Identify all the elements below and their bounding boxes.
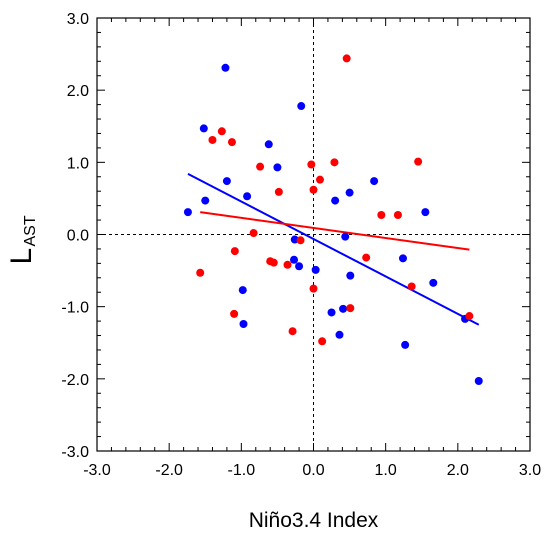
blue-data-point (339, 304, 348, 313)
red-data-point (208, 135, 217, 144)
blue-data-point (335, 330, 344, 339)
blue-data-point (327, 308, 336, 317)
x-tick-label: 2.0 (447, 462, 469, 479)
red-data-point (465, 312, 474, 321)
blue-data-point (429, 278, 438, 287)
red-data-point (342, 54, 351, 63)
y-axis-title: L AST (5, 215, 39, 264)
blue-data-point (346, 271, 355, 280)
blue-data-point (295, 262, 304, 271)
red-data-point (414, 157, 423, 166)
x-tick-label: -3.0 (83, 462, 111, 479)
blue-data-point (311, 265, 320, 274)
red-data-point (217, 127, 226, 136)
x-tick-label: 1.0 (375, 462, 397, 479)
zero-reference-lines (97, 18, 530, 451)
blue-data-point (341, 232, 350, 241)
blue-regression-line (187, 172, 480, 326)
y-tick-label: -3.0 (61, 444, 89, 461)
blue-data-point (474, 376, 483, 385)
red-data-point (256, 162, 265, 171)
red-data-point (407, 282, 416, 291)
red-data-point (227, 138, 236, 147)
data-points (183, 54, 483, 385)
red-data-point (377, 211, 386, 220)
red-data-point (309, 185, 318, 194)
red-data-point (230, 247, 239, 256)
red-data-point (288, 327, 297, 336)
y-tick-label: -1.0 (61, 300, 89, 317)
red-data-point (283, 260, 292, 269)
red-data-point (318, 337, 327, 346)
y-tick-label: 1.0 (67, 155, 89, 172)
blue-data-point (183, 208, 192, 217)
blue-data-point (221, 63, 230, 72)
blue-data-point (239, 319, 248, 328)
blue-data-point (401, 340, 410, 349)
blue-data-point (421, 208, 430, 217)
red-data-point (296, 236, 305, 245)
red-data-point (307, 160, 316, 169)
y-tick-label: 0.0 (67, 228, 89, 245)
red-data-point (249, 229, 258, 238)
red-data-point (346, 304, 355, 313)
x-axis-title: Niño3.4 Index (249, 509, 379, 532)
red-regression-line (200, 211, 470, 251)
x-tick-label: -2.0 (155, 462, 183, 479)
blue-data-point (398, 254, 407, 263)
blue-data-point (238, 286, 247, 295)
x-tick-label: 3.0 (519, 462, 541, 479)
blue-data-point (273, 163, 282, 172)
blue-data-point (297, 102, 306, 111)
y-axis-title-subscript: AST (22, 215, 39, 246)
red-data-point (393, 211, 402, 220)
regression-lines (187, 172, 480, 326)
red-data-point (315, 175, 324, 184)
y-axis-title-main: L (5, 248, 38, 265)
blue-data-point (264, 140, 273, 149)
y-tick-label: 2.0 (67, 83, 89, 100)
red-data-point (362, 253, 371, 262)
red-data-point (274, 187, 283, 196)
red-data-point (196, 268, 205, 277)
blue-data-point (243, 192, 252, 201)
blue-data-point (290, 255, 299, 264)
blue-data-point (370, 177, 379, 186)
red-data-point (269, 258, 278, 267)
blue-data-point (345, 188, 354, 197)
blue-data-point (201, 196, 210, 205)
red-data-point (230, 309, 239, 318)
blue-data-point (331, 196, 340, 205)
axis-ticks (96, 17, 531, 452)
y-tick-label: -2.0 (61, 372, 89, 389)
blue-data-point (199, 124, 208, 133)
blue-data-point (222, 177, 231, 186)
x-tick-label: 0.0 (302, 462, 324, 479)
x-tick-label: -1.0 (228, 462, 256, 479)
axis-tick-labels: -3.0 -2.0 -1.0 0.0 1.0 2.0 3.0 -3.0 -2.0 -1.0 0.0 1… (61, 11, 541, 479)
y-tick-label: 3.0 (67, 11, 89, 28)
red-data-point (330, 158, 339, 167)
red-data-point (309, 284, 318, 293)
